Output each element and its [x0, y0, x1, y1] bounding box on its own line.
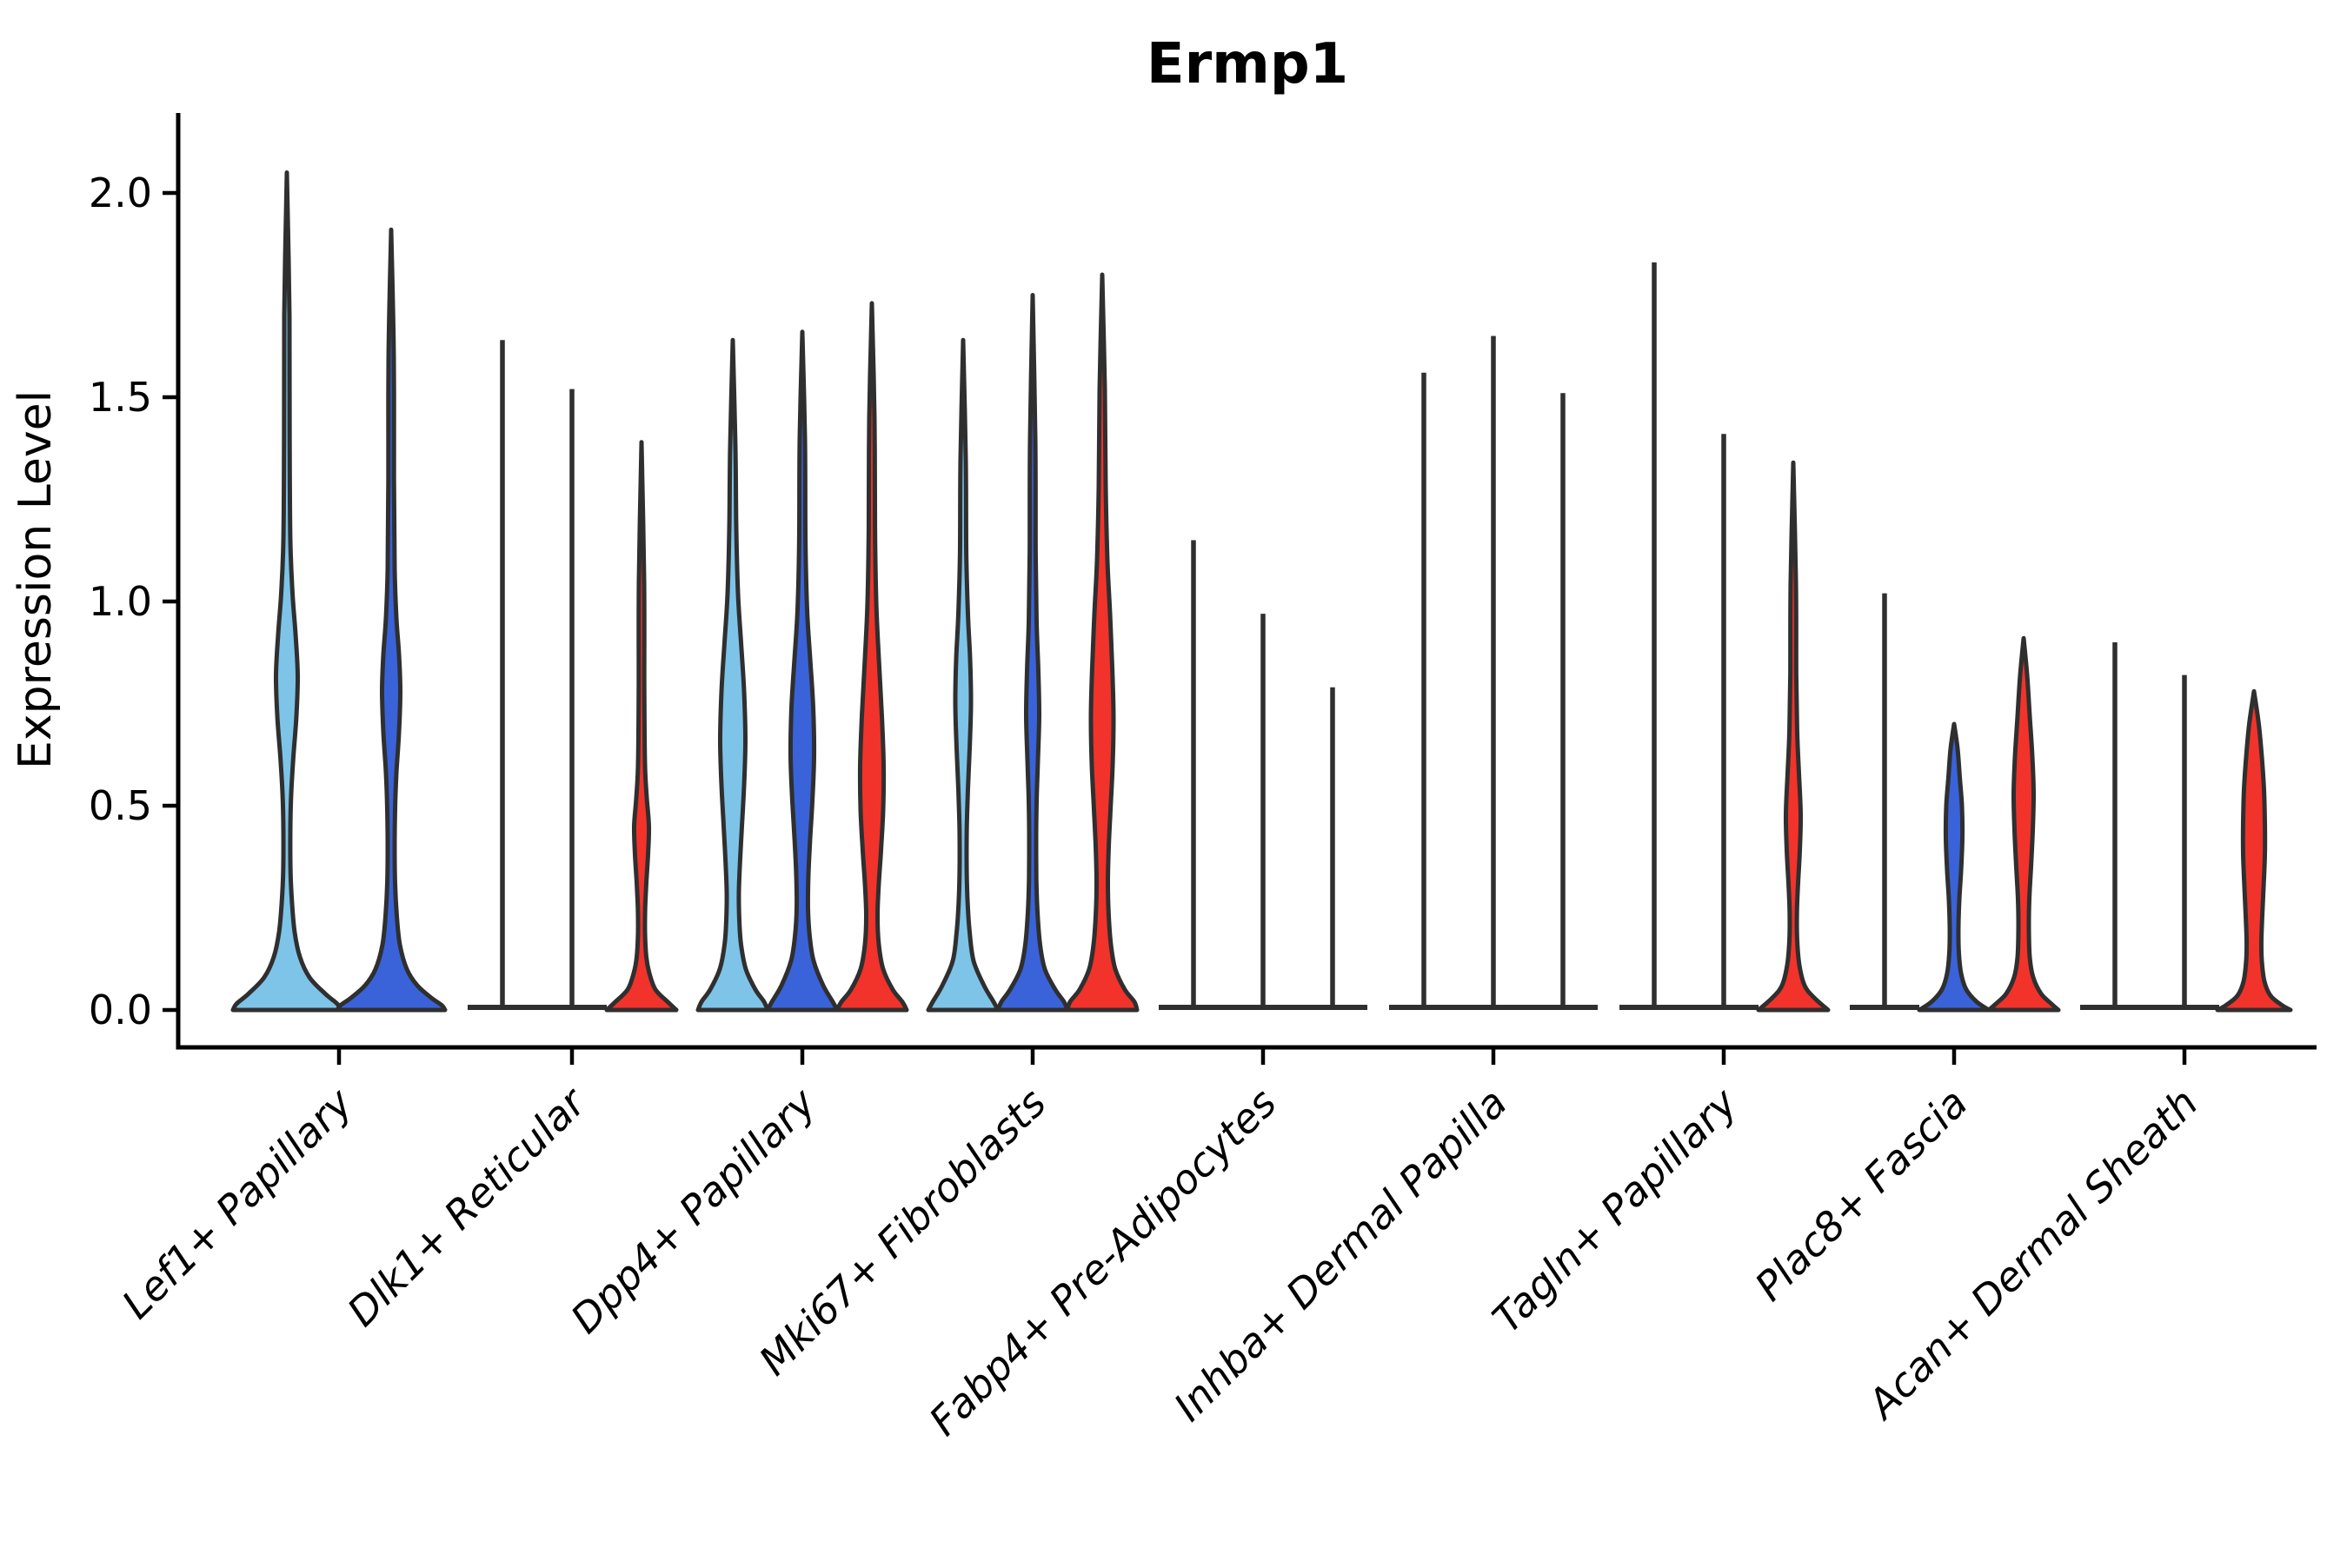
violin-light_blue — [695, 337, 770, 1013]
violin-red — [834, 301, 909, 1013]
y-tick-label: 0.5 — [89, 782, 152, 829]
violin-red — [604, 440, 679, 1013]
violin-dark_blue — [765, 329, 840, 1013]
x-tick-label: Dpp4+ Papillary — [562, 1079, 825, 1342]
violin-dark_blue — [1917, 721, 1991, 1013]
violin-light_blue — [230, 170, 343, 1013]
x-tick-label: Tagln+ Papillary — [1483, 1079, 1746, 1342]
y-axis-title: Expression Level — [10, 390, 62, 769]
violin-red — [1756, 460, 1831, 1013]
y-tick-label: 1.0 — [89, 578, 152, 625]
x-tick-label: Lef1+ Papillary — [113, 1079, 362, 1327]
y-axis-ticks: 0.0 0.5 1.0 1.5 2.0 — [89, 169, 178, 1033]
violin-dark_blue — [335, 227, 448, 1013]
violin-light_blue — [926, 337, 1001, 1013]
y-tick-label: 1.5 — [89, 374, 152, 421]
chart-title: Ermp1 — [1147, 32, 1348, 96]
x-tick-label: Dlk1+ Reticular — [338, 1077, 596, 1335]
x-tick-label: Plac8+ Fascia — [1745, 1080, 1976, 1310]
y-tick-label: 2.0 — [89, 169, 152, 216]
violin-dark_blue — [995, 293, 1070, 1013]
violin-red — [1065, 272, 1140, 1013]
y-tick-label: 0.0 — [89, 987, 152, 1033]
x-axis-ticks — [336, 1047, 2187, 1065]
violin-red — [1986, 635, 2061, 1013]
violin-red — [2215, 688, 2293, 1013]
violins-layer — [230, 170, 2293, 1013]
